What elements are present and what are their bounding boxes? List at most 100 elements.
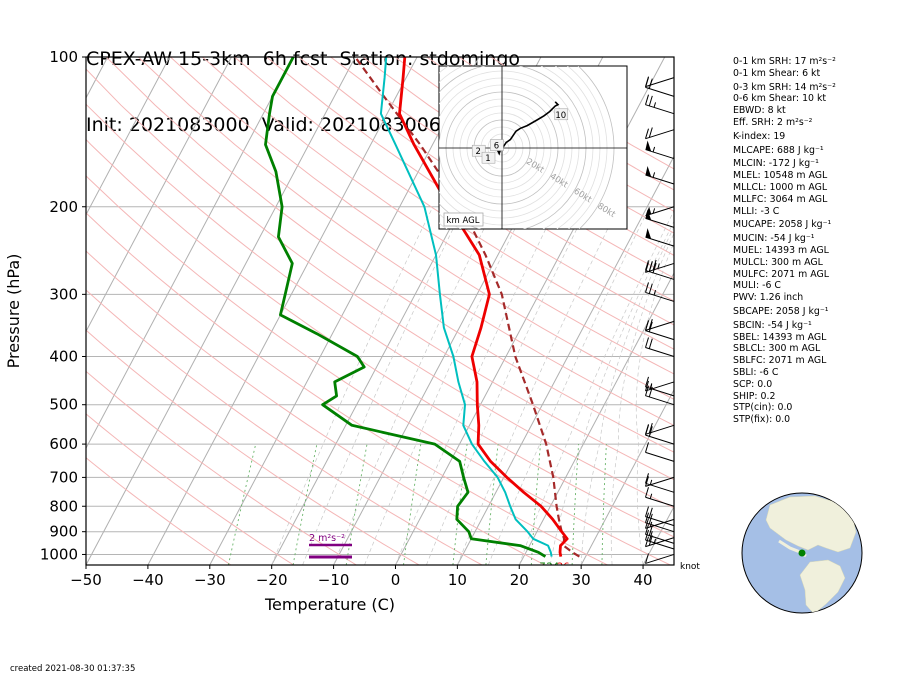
mixing-ratio-line (485, 444, 499, 565)
wind-barb-full (648, 95, 653, 107)
index-line: PWV: 1.26 inch (733, 292, 804, 304)
wind-barb (645, 259, 675, 273)
dry-adiabat-line (105, 57, 674, 453)
index-line: SBCAPE: 2058 J kg⁻¹ (733, 305, 829, 317)
wind-barb-staff (645, 451, 675, 462)
mixing-ratio-line (452, 444, 468, 565)
hodograph-legend-box (443, 212, 484, 227)
wind-barb (645, 518, 675, 529)
x-tick-label: 10 (448, 571, 467, 589)
isotherm-line (580, 388, 674, 565)
wind-barb-staff (645, 522, 675, 533)
wind-barb-half (652, 208, 656, 214)
wind-barb (645, 422, 675, 435)
wind-barb-staff (645, 476, 675, 487)
mixing-ratio-line (571, 444, 580, 565)
y-axis-label: Pressure (hPa) (4, 254, 23, 369)
wind-barb-full (648, 507, 653, 518)
index-line: SBEL: 14393 m AGL (733, 331, 827, 343)
mixing-ratio-line (345, 444, 368, 565)
hodograph-height-label: 2 (475, 147, 480, 157)
wind-barb-full (648, 513, 653, 525)
hodograph-height-label: 1 (485, 154, 490, 164)
x-tick-label: −20 (256, 571, 288, 589)
y-tick-label: 100 (49, 48, 78, 66)
index-line: 0-1 km SRH: 17 m²s⁻² (733, 56, 836, 67)
moist-adiabat-line (426, 206, 589, 565)
moist-adiabat-line (487, 206, 650, 565)
wind-barb-half (652, 146, 656, 153)
wind-barb-staff (645, 236, 675, 247)
wind-barb-staff (645, 129, 675, 140)
dry-adiabat-line (137, 57, 674, 427)
wind-barb (645, 442, 675, 462)
index-line: SBLFC: 2071 m AGL (733, 355, 827, 367)
wind-barb-staff (645, 217, 675, 228)
hodograph-height-box (554, 108, 569, 121)
wind-barb (645, 553, 675, 564)
hodograph-height-box (490, 139, 504, 151)
dry-adiabat-line (86, 138, 674, 538)
mixing-ratio-line (601, 444, 607, 565)
wind-barb-full (645, 380, 649, 392)
hodograph-height-label: 6 (494, 142, 499, 152)
y-tick-label: 600 (49, 435, 78, 453)
wind-barb-half (653, 102, 657, 108)
isotherm-line (209, 57, 480, 565)
moist-adiabat-line (610, 232, 674, 565)
y-tick-label: 500 (49, 396, 78, 414)
index-line: MLLFC: 3064 m AGL (733, 193, 828, 205)
isotherm-line (86, 57, 170, 216)
moist-adiabat-line (518, 209, 674, 565)
wind-barb-full (648, 283, 653, 294)
dry-adiabat-line (86, 289, 483, 565)
hodograph-height-box (481, 151, 496, 164)
wind-barb-full (645, 553, 649, 564)
wind-barb-full (645, 337, 649, 348)
wind-barb (645, 337, 675, 357)
moist-adiabat-line (457, 206, 619, 565)
x-axis-label: Temperature (C) (264, 595, 395, 614)
index-line: MLCAPE: 688 J kg⁻¹ (733, 144, 824, 156)
surface-prefix-label: 7 (539, 562, 545, 573)
wind-barb-full (648, 422, 653, 434)
wind-barb-flag (645, 228, 652, 239)
y-tick-label: 700 (49, 468, 78, 486)
wind-barb (645, 77, 675, 97)
wind-barb (645, 206, 675, 217)
wind-barb-staff (645, 395, 675, 406)
dry-adiabat-line (266, 57, 674, 326)
wind-barb-half (653, 538, 657, 545)
x-tick-label: −10 (318, 571, 350, 589)
wind-barb-full (645, 282, 649, 293)
wind-barb-staff (645, 262, 675, 273)
dry-adiabat-line (202, 57, 674, 375)
index-line: STP(fix): 0.0 (733, 414, 791, 426)
dry-adiabat-line (86, 250, 545, 565)
wind-barb-flag (645, 165, 652, 177)
wind-barb (645, 94, 675, 115)
moist-adiabat-line (302, 206, 465, 565)
wind-barb-half (652, 172, 656, 178)
wind-barb-full (645, 512, 649, 523)
x-tick-label: 0 (391, 571, 401, 589)
index-line: SBLI: -6 C (733, 366, 779, 378)
dry-adiabat-line (298, 57, 674, 302)
wind-barb-full (645, 487, 649, 498)
x-tick-label: 40 (634, 571, 653, 589)
wind-barb-staff (645, 149, 675, 160)
wind-barb-full (645, 94, 649, 105)
wind-barb-staff (645, 516, 675, 527)
isotherm-line (86, 57, 294, 450)
wind-barb-staff (645, 424, 675, 435)
wind-barb-staff (645, 77, 675, 88)
temperature-profile-line (398, 57, 569, 557)
wind-barb-half (649, 79, 653, 86)
wind-barb-full (648, 338, 653, 349)
index-line: MUCAPE: 2058 J kg⁻¹ (733, 219, 832, 231)
wind-barb-full (645, 320, 649, 331)
wind-barb-staff (645, 269, 675, 280)
x-tick-label: −50 (70, 571, 102, 589)
wind-barb-staff (645, 347, 675, 357)
axes: −50 −40 −30 −20 −10 0 10 20 30 40 100 200 300 400 500 6… (4, 48, 653, 614)
